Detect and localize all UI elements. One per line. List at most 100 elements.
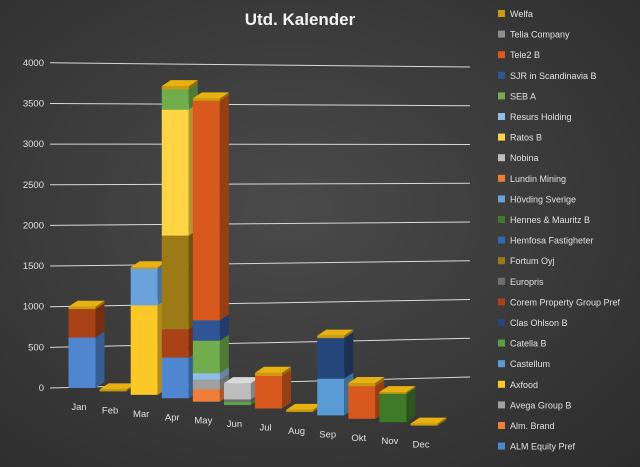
bar-segment (286, 403, 323, 412)
legend-item: Tele2 B (498, 50, 540, 60)
legend-swatch (498, 298, 505, 306)
legend-label: Hemfosa Fastigheter (510, 236, 594, 246)
legend-label: Nobina (510, 153, 539, 163)
gridline (49, 102, 471, 107)
legend-item: Welfa (498, 9, 533, 19)
legend-swatch (498, 174, 505, 182)
bar-segment (255, 366, 292, 376)
chart-title: Utd. Kalender (245, 10, 356, 29)
y-tick-label: 1000 (23, 302, 44, 313)
legend-label: Lundin Mining (510, 174, 566, 184)
legend-label: Axfood (510, 380, 538, 390)
x-tick-label: Jul (259, 423, 271, 434)
legend-item: Axfood (498, 380, 538, 390)
legend-swatch (498, 113, 505, 120)
gridlines (49, 62, 471, 389)
x-tick-label: Dec (413, 440, 430, 451)
y-tick-label: 500 (28, 342, 44, 353)
legend-item: Hennes & Mauritz B (498, 215, 590, 225)
y-tick-label: 3000 (23, 139, 44, 150)
legend-label: Hövding Sverige (510, 194, 576, 204)
legend-swatch (498, 339, 505, 347)
x-tick-label: May (194, 416, 212, 427)
legend-item: Ratos B (498, 133, 542, 143)
y-axis-ticks: 0 500 1000 1500 2000 2500 3000 3500 4000 (23, 58, 44, 394)
bar-segment (317, 329, 354, 339)
legend-item: ALM Equity Pref (498, 442, 576, 452)
gridline (49, 299, 471, 308)
bar-segment (68, 331, 105, 388)
legend-item: Fortum Oyj (498, 256, 555, 266)
bar-segment (99, 383, 136, 392)
legend-swatch (498, 133, 505, 141)
legend-swatch (498, 236, 505, 244)
y-tick-label: 2000 (23, 220, 44, 231)
legend-item: Hemfosa Fastigheter (498, 236, 594, 246)
legend-swatch (498, 422, 505, 429)
legend-swatch (498, 319, 505, 326)
legend-swatch (498, 442, 505, 450)
bar-segment (192, 92, 229, 101)
legend-swatch (498, 154, 505, 162)
bar-segment (348, 377, 385, 387)
x-axis-ticks: Jan Feb Mar Apr May Jun Jul Aug Sep Okt Nov Dec (71, 402, 429, 451)
legend-item: Nobina (498, 153, 539, 163)
x-tick-label: Apr (165, 412, 180, 423)
legend-swatch (498, 360, 505, 368)
legend-label: Europris (510, 277, 544, 287)
bar-segment (317, 372, 354, 416)
legend-label: Resurs Holding (510, 112, 572, 122)
bar-segment (130, 262, 167, 306)
legend-item: Corem Property Group Pref (498, 297, 621, 307)
bar-segment (161, 351, 198, 399)
gridline (49, 221, 471, 226)
legend-label: Catella B (510, 339, 547, 349)
bar-segment (317, 332, 354, 379)
legend-label: Welfa (510, 9, 533, 19)
x-tick-label: Feb (102, 405, 118, 416)
legend-swatch (498, 380, 505, 388)
legend-item: SJR in Scandinavia B (498, 71, 597, 81)
y-tick-label: 4000 (23, 58, 44, 69)
legend-swatch (498, 92, 505, 100)
bar-segment (161, 103, 198, 236)
legend-label: ALM Equity Pref (510, 442, 576, 452)
bar-segment (379, 386, 416, 394)
legend-item: Hövding Sverige (498, 194, 576, 204)
x-tick-label: Aug (288, 426, 305, 437)
x-tick-label: Okt (351, 433, 366, 444)
legend-label: SEB A (510, 91, 536, 101)
bar-segment (192, 94, 229, 321)
y-tick-label: 0 (39, 383, 44, 394)
legend-item: Telia Company (498, 30, 570, 40)
bars (68, 80, 447, 426)
legend-swatch (498, 71, 505, 79)
legend-swatch (498, 195, 505, 203)
legend-swatch (498, 51, 505, 59)
legend-swatch (498, 30, 505, 38)
x-tick-label: Jan (71, 402, 86, 413)
x-tick-label: Nov (381, 436, 398, 447)
legend-label: Clas Ohlson B (510, 318, 568, 328)
y-tick-label: 1500 (23, 261, 44, 272)
legend-swatch (498, 216, 505, 223)
legend: Welfa Telia Company Tele2 B SJR in Scandina… (498, 9, 621, 452)
legend-label: Tele2 B (510, 50, 540, 60)
bar-segment (161, 229, 198, 330)
legend-item: Catella B (498, 339, 547, 349)
bar-segment (68, 300, 105, 310)
legend-item: Resurs Holding (498, 112, 572, 122)
legend-swatch (498, 10, 505, 17)
legend-label: Telia Company (510, 30, 570, 40)
bar-segment (161, 80, 198, 90)
legend-swatch (498, 257, 505, 265)
bar-segment (410, 417, 447, 426)
legend-item: Lundin Mining (498, 174, 566, 184)
legend-item: Avega Group B (498, 400, 571, 410)
legend-label: Ratos B (510, 133, 542, 143)
legend-item: SEB A (498, 91, 536, 101)
legend-label: Hennes & Mauritz B (510, 215, 590, 225)
legend-label: Avega Group B (510, 400, 571, 410)
legend-item: Alm. Brand (498, 421, 555, 431)
